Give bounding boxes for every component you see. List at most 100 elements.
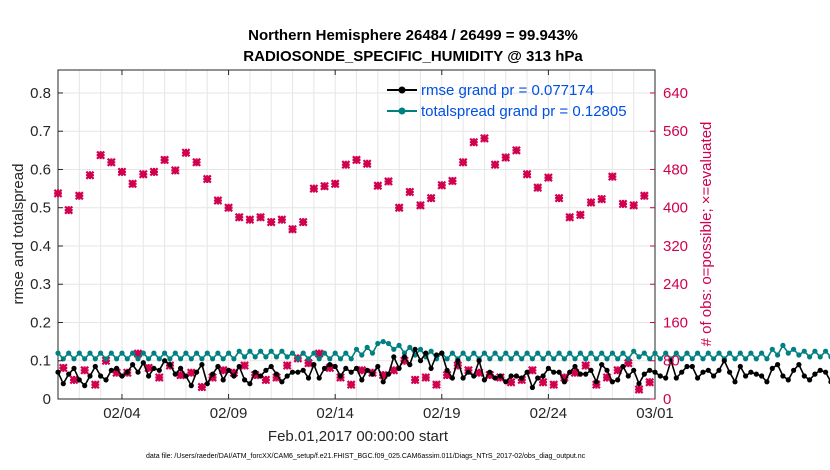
obs-count-high-marker <box>597 194 607 204</box>
obs-count-high-marker <box>341 160 351 170</box>
rmse-point <box>417 358 424 364</box>
totalspread-point <box>353 346 360 352</box>
obs-count-high-marker <box>53 188 63 198</box>
rmse-point <box>689 363 695 370</box>
obs-count-low-marker <box>421 373 431 382</box>
totalspread-point <box>780 342 786 348</box>
totalspread-point <box>817 354 823 360</box>
totalspread-point <box>711 356 717 362</box>
rmse-point <box>135 369 141 375</box>
obs-count-high-marker <box>458 157 468 167</box>
totalspread-point <box>60 356 66 362</box>
obs-count-low-marker <box>90 380 100 390</box>
totalspread-point <box>364 344 370 350</box>
obs-count-low-marker <box>389 365 399 375</box>
rmse-point <box>151 365 157 371</box>
y-tick-label: 0.8 <box>30 85 51 102</box>
rmse-point <box>311 362 317 368</box>
rmse-point <box>220 377 226 383</box>
totalspread-point <box>375 340 381 347</box>
rmse-point <box>252 369 258 375</box>
rmse-point <box>503 379 509 385</box>
totalspread-point <box>82 356 88 362</box>
totalspread-point <box>593 356 600 362</box>
rmse-point <box>657 373 663 379</box>
rmse-point <box>716 367 722 373</box>
totalspread-point <box>513 350 520 356</box>
totalspread-point <box>194 350 200 356</box>
totalspread-point <box>684 350 690 356</box>
totalspread-point <box>359 352 365 358</box>
rmse-point <box>156 367 162 373</box>
obs-count-high-marker <box>618 199 628 209</box>
obs-count-high-marker <box>629 200 639 210</box>
obs-count-high-marker <box>245 215 255 225</box>
rmse-point <box>140 360 146 366</box>
totalspread-point <box>316 356 322 362</box>
rmse-point <box>492 375 498 381</box>
axes-layer: 02/04 02/09 02/14 02/19 02/24 03/0100.10.20.3… <box>30 70 688 422</box>
totalspread-point <box>705 350 711 356</box>
obs-count-low-marker <box>154 373 164 382</box>
totalspread-point <box>492 350 498 356</box>
rmse-point <box>268 363 274 370</box>
totalspread-point <box>103 356 109 362</box>
obs-count-low-marker <box>80 365 90 375</box>
totalspread-point <box>775 352 781 358</box>
totalspread-point <box>55 350 61 356</box>
obs-count-high-marker <box>469 137 479 147</box>
rmse-point <box>119 373 125 379</box>
totalspread-point <box>519 356 525 362</box>
obs-count-high-marker <box>352 155 361 165</box>
rmse-point <box>519 375 525 381</box>
totalspread-point <box>311 350 317 356</box>
rmse-point <box>748 369 754 375</box>
totalspread-point <box>801 348 807 354</box>
totalspread-point <box>135 356 141 362</box>
obs-count-high-marker <box>405 187 415 197</box>
chart-title-line1: Northern Hemisphere 26484 / 26499 = 99.9… <box>248 27 578 44</box>
rmse-point <box>343 365 349 371</box>
totalspread-point <box>465 356 471 362</box>
obs-count-high-marker <box>639 191 649 201</box>
totalspread-point <box>220 356 226 362</box>
totalspread-point <box>524 350 530 356</box>
rmse-point <box>210 371 216 377</box>
rmse-point <box>471 373 477 379</box>
totalspread-point <box>567 350 573 356</box>
obs-count-high-marker <box>288 224 297 234</box>
rmse-point <box>540 373 546 379</box>
totalspread-point <box>332 350 338 356</box>
obs-count-low-marker <box>378 370 388 380</box>
totalspread-point <box>188 356 194 362</box>
obs-count-high-marker <box>213 196 223 205</box>
rmse-point <box>465 369 471 375</box>
rmse-point <box>289 369 296 375</box>
y-tick-label: 0.2 <box>30 314 51 331</box>
rmse-point <box>428 365 434 371</box>
rmse-point <box>130 362 136 368</box>
rmse-point <box>556 369 562 375</box>
totalspread-point <box>204 350 210 356</box>
totalspread-point <box>551 356 557 362</box>
y2-tick-label: 160 <box>663 314 688 331</box>
obs-count-high-marker <box>298 217 308 227</box>
obs-count-low-marker <box>58 363 68 373</box>
obs-count-high-marker <box>96 150 106 160</box>
totalspread-point <box>156 356 162 362</box>
rmse-point <box>796 362 802 368</box>
obs-count-low-marker <box>623 358 633 368</box>
totalspread-point <box>76 350 82 356</box>
totalspread-point <box>396 342 402 348</box>
plot-frame <box>57 69 656 400</box>
y-tick-label: 0.3 <box>30 276 51 293</box>
rmse-point <box>577 371 584 377</box>
totalspread-point <box>508 356 514 362</box>
rmse-point <box>114 365 120 371</box>
totalspread-point <box>284 354 290 360</box>
obs-count-low-marker <box>581 361 591 370</box>
totalspread-point <box>226 350 232 356</box>
totalspread-point <box>732 356 738 362</box>
totalspread-point <box>599 350 605 356</box>
